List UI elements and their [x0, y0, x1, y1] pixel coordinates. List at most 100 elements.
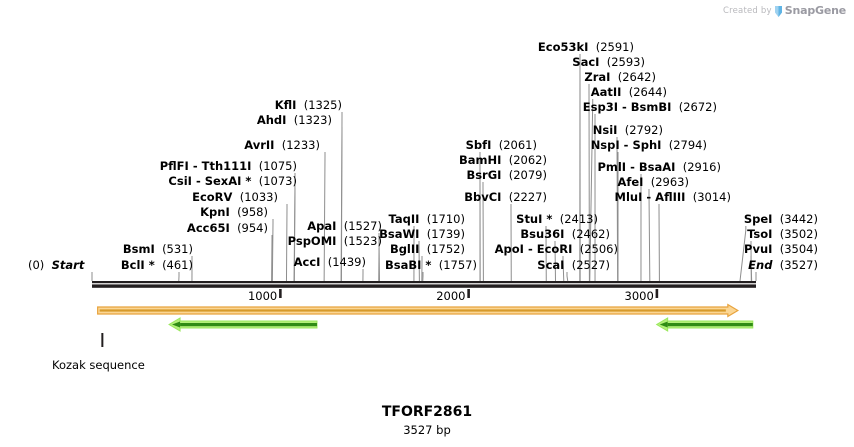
feature-arrow-green-core — [180, 323, 317, 327]
restriction-site-label[interactable]: PmlI - BsaAI (2916) — [597, 161, 721, 173]
restriction-site-label[interactable]: TsoI (3502) — [747, 228, 818, 240]
site-position: (2462) — [571, 227, 610, 241]
site-enzyme-name: SacI — [572, 55, 600, 69]
site-position: (2593) — [606, 55, 645, 69]
site-enzyme-name: PspOMI — [287, 234, 337, 248]
restriction-site-label[interactable]: StuI * (2413) — [516, 213, 598, 225]
site-position: (2916) — [682, 160, 721, 174]
site-enzyme-separator: - — [626, 160, 639, 174]
site-enzyme-name: Esp3I — [582, 100, 619, 114]
site-enzyme-name: End — [748, 258, 773, 272]
site-enzyme-name: BbvCI — [464, 190, 502, 204]
site-star-marker: * — [241, 174, 252, 188]
restriction-site-label[interactable]: BglII (1752) — [390, 243, 465, 255]
site-enzyme-name: Start — [51, 258, 85, 272]
site-enzyme-name: SpeI — [743, 212, 773, 226]
site-leader-line — [562, 256, 565, 282]
site-position: (2963) — [650, 175, 689, 189]
restriction-site-label[interactable]: Acc65I (954) — [187, 222, 268, 234]
site-enzyme-name: PmlI — [597, 160, 627, 174]
site-enzyme-name: KpnI — [200, 205, 230, 219]
site-enzyme-name: EcoRI — [536, 242, 573, 256]
snapgene-logo-icon — [774, 6, 782, 17]
restriction-site-label[interactable]: AccI (1439) — [294, 256, 366, 268]
restriction-site-label[interactable]: PflFI - Tth111I (1075) — [160, 160, 297, 172]
restriction-site-label[interactable]: AhdI (1323) — [257, 114, 332, 126]
ruler-tick-label: 2000 — [436, 289, 466, 303]
site-position: (2527) — [571, 258, 610, 272]
site-position: (1752) — [426, 242, 465, 256]
site-position: (3504) — [779, 242, 818, 256]
restriction-site-label[interactable]: ApaI (1527) — [307, 220, 382, 232]
feature-arrow-green-head — [172, 321, 181, 328]
restriction-site-label[interactable]: BamHI (2062) — [459, 154, 547, 166]
restriction-site-label[interactable]: NsiI (2792) — [593, 124, 663, 136]
site-position: (1757) — [438, 258, 477, 272]
site-enzyme-name: AfeI — [617, 175, 644, 189]
restriction-site-label[interactable]: MluI - AflIII (3014) — [615, 191, 731, 203]
restriction-site-label[interactable]: Esp3I - BsmBI (2672) — [583, 101, 717, 113]
restriction-site-label[interactable]: SbfI (2061) — [466, 139, 537, 151]
site-enzyme-name: AatII — [590, 85, 622, 99]
restriction-site-label[interactable]: End (3527) — [748, 259, 818, 271]
site-position: (2061) — [498, 138, 537, 152]
restriction-site-label[interactable]: Eco53kI (2591) — [538, 41, 634, 53]
restriction-site-label[interactable]: AvrII (1233) — [244, 139, 320, 151]
marker-tick-kozak[interactable] — [101, 333, 104, 347]
restriction-site-label[interactable]: BsaWI (1739) — [379, 228, 465, 240]
site-position: (3014) — [692, 190, 731, 204]
site-position: (2413) — [559, 212, 598, 226]
ruler-tick — [279, 289, 282, 298]
restriction-site-label[interactable]: BsaBI * (1757) — [385, 259, 477, 271]
restriction-site-label[interactable]: Bsu36I (2462) — [520, 228, 610, 240]
restriction-site-label[interactable]: PvuI (3504) — [744, 243, 818, 255]
site-enzyme-name: SexAI — [204, 174, 242, 188]
restriction-site-label[interactable]: SpeI (3442) — [744, 213, 818, 225]
restriction-site-label[interactable]: TaqII (1710) — [389, 213, 465, 225]
site-enzyme-name: PvuI — [744, 242, 773, 256]
site-enzyme-name: SbfI — [465, 138, 492, 152]
site-star-marker: * — [421, 258, 432, 272]
restriction-site-label[interactable]: BsrGI (2079) — [466, 169, 547, 181]
site-enzyme-separator: - — [188, 159, 202, 173]
restriction-site-label[interactable]: SacI (2593) — [572, 56, 645, 68]
restriction-site-label[interactable]: NspI - SphI (2794) — [591, 139, 707, 151]
restriction-site-label[interactable]: EcoRV (1033) — [192, 191, 278, 203]
site-enzyme-name: Acc65I — [186, 221, 230, 235]
site-enzyme-name: NspI — [590, 138, 620, 152]
restriction-site-label[interactable]: KpnI (958) — [200, 206, 268, 218]
construct-length: 3527 bp — [403, 423, 451, 437]
ruler-tick-label: 1000 — [247, 289, 278, 303]
construct-title: TFORF2861 3527 bp — [0, 404, 854, 437]
site-leader-line — [750, 256, 753, 282]
restriction-site-label[interactable]: CsiI - SexAI * (1073) — [168, 175, 297, 187]
site-position: (1075) — [258, 159, 297, 173]
site-position: (2794) — [668, 138, 707, 152]
site-enzyme-name: BsaBI — [384, 258, 422, 272]
restriction-site-label[interactable]: BbvCI (2227) — [464, 191, 547, 203]
site-enzyme-name: AhdI — [256, 113, 287, 127]
restriction-site-label[interactable]: BsmI (531) — [123, 243, 193, 255]
restriction-site-label[interactable]: AfeI (2963) — [617, 176, 689, 188]
backbone-top-line — [92, 281, 756, 284]
restriction-site-label[interactable]: ScaI (2527) — [537, 259, 610, 271]
site-enzyme-name: StuI — [516, 212, 543, 226]
site-enzyme-name: TsoI — [747, 227, 773, 241]
backbone-bottom-line — [92, 284, 756, 288]
site-leader-line — [566, 272, 569, 282]
site-enzyme-separator: - — [191, 174, 205, 188]
site-position: (1233) — [281, 138, 320, 152]
restriction-site-label[interactable]: PspOMI (1523) — [288, 235, 382, 247]
restriction-site-label[interactable]: (0) Start — [28, 259, 84, 271]
restriction-site-label[interactable]: BclI * (461) — [121, 259, 193, 271]
site-position: (461) — [162, 258, 193, 272]
site-enzyme-name: Eco53kI — [537, 40, 589, 54]
site-position: (3442) — [779, 212, 818, 226]
restriction-site-label[interactable]: KflI (1325) — [275, 99, 342, 111]
restriction-site-label[interactable]: AatII (2644) — [591, 86, 667, 98]
site-position: (2672) — [678, 100, 717, 114]
restriction-site-label[interactable]: ApoI - EcoRI (2506) — [495, 243, 618, 255]
feature-arrow-green-core — [667, 323, 753, 327]
restriction-site-label[interactable]: ZraI (2642) — [584, 71, 656, 83]
site-position: (1710) — [426, 212, 465, 226]
